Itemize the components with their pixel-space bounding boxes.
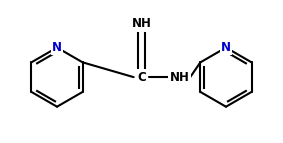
Text: NH: NH [170,71,189,84]
Text: NH: NH [132,17,151,30]
Text: C: C [137,71,146,84]
Text: N: N [52,41,62,54]
Text: N: N [221,41,231,54]
